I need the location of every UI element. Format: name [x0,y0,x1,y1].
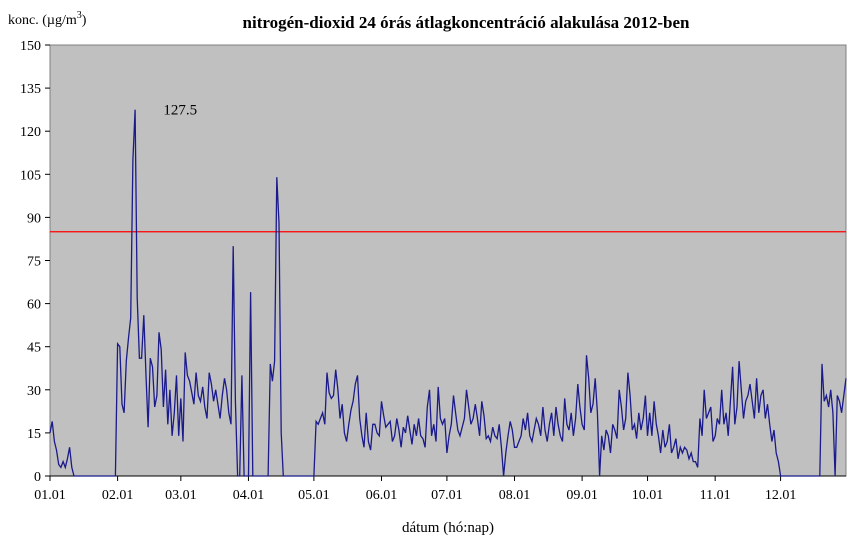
x-tick-label: 12.01 [765,488,797,503]
x-axis-label: dátum (hó:nap) [402,520,494,536]
plot-area [49,44,847,477]
y-tick-label: 0 [34,470,41,485]
y-axis-label-text: konc. (µg/m [8,13,77,28]
x-tick-label: 01.01 [34,488,66,503]
y-tick-label: 90 [27,211,41,226]
y-tick-label: 45 [27,341,41,356]
y-axis-ticks: 0 15 30 45 60 75 90 105 120 135 150 [20,39,50,485]
y-tick-label: 15 [27,427,41,442]
x-tick-label: 09.01 [566,488,598,503]
y-tick-label: 105 [20,168,41,183]
x-tick-label: 06.01 [366,488,398,503]
peak-annotation: 127.5 [163,103,197,119]
y-tick-label: 150 [20,39,41,54]
x-tick-label: 04.01 [233,488,265,503]
y-tick-label: 75 [27,255,41,270]
x-axis-ticks: 01.01 02.01 03.01 04.01 05.01 06.01 07.01 08.01… [34,475,846,503]
y-axis-label-superscript: 3 [77,10,82,21]
y-tick-label: 135 [20,82,41,97]
x-tick-label: 07.01 [431,488,463,503]
x-tick-label: 05.01 [298,488,330,503]
y-tick-label: 30 [27,384,41,399]
x-tick-label: 10.01 [632,488,664,503]
chart-title: nitrogén-dioxid 24 órás átlagkoncentráci… [243,13,690,32]
x-tick-label: 03.01 [165,488,197,503]
y-tick-label: 120 [20,125,41,140]
y-axis-label-end: ) [82,13,87,28]
x-tick-label: 08.01 [499,488,531,503]
series-line [49,109,847,477]
x-tick-label: 02.01 [102,488,134,503]
y-axis-label: konc. (µg/m3) [8,10,87,28]
y-tick-label: 60 [27,298,41,313]
x-tick-label: 11.01 [700,488,731,503]
